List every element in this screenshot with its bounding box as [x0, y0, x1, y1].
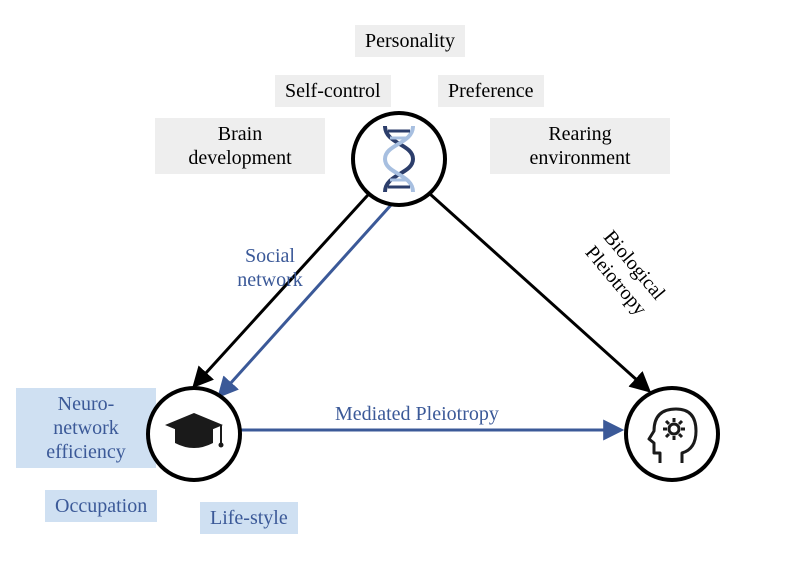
- graduation-cap-icon: [161, 409, 227, 459]
- label-rearing-environment: Rearingenvironment: [490, 118, 670, 174]
- label-neuro-network-efficiency: Neuro-networkefficiency: [16, 388, 156, 468]
- dna-icon: [373, 124, 425, 194]
- label-occupation: Occupation: [45, 490, 157, 522]
- label-life-style: Life-style: [200, 502, 298, 534]
- arrow-label-biological-pleiotropy: BiologicalPleiotropy: [559, 201, 692, 344]
- label-brain-development: Braindevelopment: [155, 118, 325, 174]
- label-personality: Personality: [355, 25, 465, 57]
- head-gear-node: [624, 386, 720, 482]
- head-gear-icon: [640, 401, 704, 467]
- dna-node: [351, 111, 447, 207]
- arrow-label-mediated-pleiotropy: Mediated Pleiotropy: [325, 398, 509, 430]
- label-self-control: Self-control: [275, 75, 391, 107]
- label-preference: Preference: [438, 75, 544, 107]
- arrow-label-social-network: Socialnetwork: [210, 240, 330, 296]
- graduation-node: [146, 386, 242, 482]
